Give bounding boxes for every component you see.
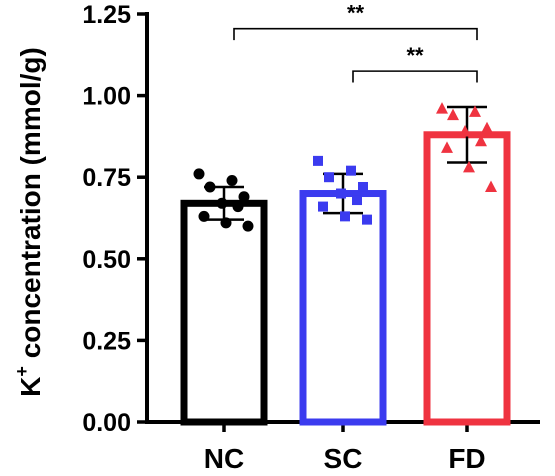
- y-axis-label-k: K: [15, 377, 46, 397]
- data-point: [313, 155, 323, 166]
- data-point: [226, 174, 238, 186]
- data-point: [447, 108, 459, 121]
- data-point: [238, 191, 250, 203]
- x-tick-label: SC: [324, 443, 363, 474]
- data-point: [336, 188, 346, 199]
- y-tick-label: 1.25: [82, 1, 131, 29]
- data-point: [216, 197, 228, 209]
- data-point: [318, 201, 328, 212]
- y-axis-label: K+ concentration (mmol/g): [12, 47, 46, 397]
- data-point: [463, 160, 475, 173]
- data-point: [198, 210, 210, 222]
- x-tick-label: NC: [204, 443, 244, 474]
- significance-label: **: [347, 1, 365, 26]
- y-tick-label: 0.75: [82, 164, 131, 192]
- data-point: [242, 220, 254, 232]
- y-tick-label: 1.00: [82, 83, 131, 111]
- significance-bracket: [233, 27, 478, 41]
- y-tick-label: 0.50: [82, 246, 131, 274]
- y-axis-label-text: concentration (mmol/g): [15, 47, 46, 366]
- data-point: [193, 168, 205, 180]
- y-tick-label: 0.00: [82, 409, 131, 437]
- data-point: [475, 134, 487, 147]
- bar-nc: [180, 199, 268, 426]
- significance-label: **: [406, 43, 424, 68]
- x-tick-label: FD: [448, 443, 485, 474]
- data-point: [340, 211, 350, 222]
- data-point: [436, 102, 448, 114]
- axes: 0.00 0.25 0.50 0.75 1.00 1.25 NC SC FD: [82, 1, 540, 474]
- data-point: [441, 141, 453, 153]
- data-point: [358, 181, 368, 192]
- data-point: [352, 195, 362, 206]
- data-points: [193, 102, 497, 232]
- data-point: [220, 217, 232, 229]
- data-point: [485, 180, 497, 192]
- data-point: [232, 201, 244, 213]
- data-point: [469, 105, 481, 117]
- bar-sc: [299, 190, 387, 426]
- data-point: [204, 181, 216, 193]
- significance-brackets: ** **: [233, 1, 478, 83]
- data-point: [362, 214, 372, 225]
- data-point: [346, 165, 356, 176]
- significance-bracket: [352, 70, 478, 83]
- data-point: [481, 121, 493, 134]
- data-point: [459, 125, 471, 137]
- svg-text:K+ concentration (mmol/g): K+ concentration (mmol/g): [12, 47, 46, 397]
- y-tick-label: 0.25: [82, 327, 131, 355]
- y-axis-label-superscript: +: [12, 366, 32, 377]
- bar-fd: [423, 131, 511, 426]
- data-point: [324, 172, 334, 183]
